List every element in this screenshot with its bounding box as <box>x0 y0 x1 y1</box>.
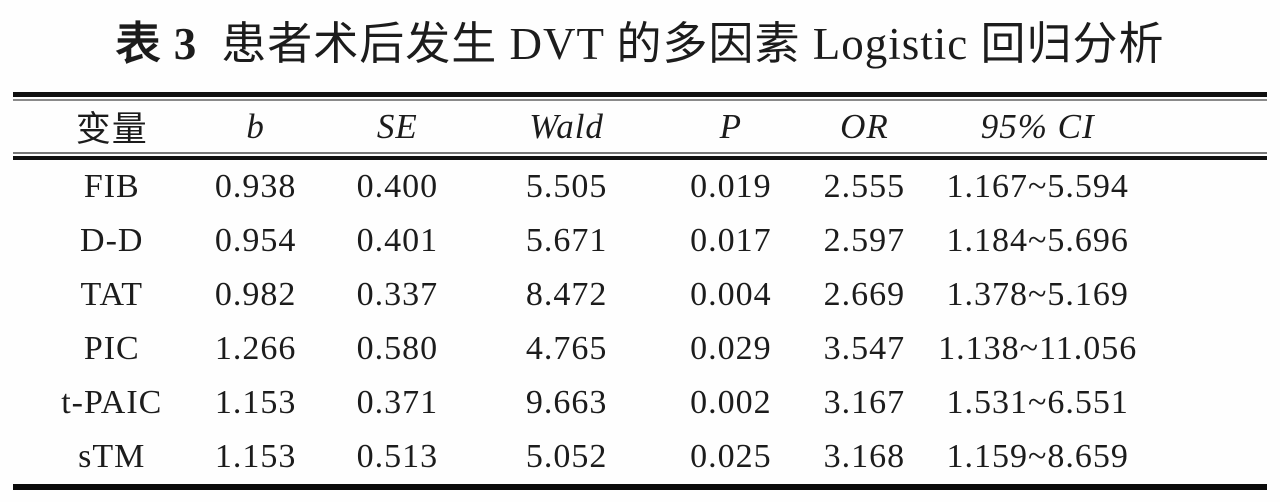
table-row: TAT 0.982 0.337 8.472 0.004 2.669 1.378~… <box>13 268 1267 322</box>
cell-b: 0.982 <box>214 276 297 313</box>
table-data: FIB 0.938 0.400 5.505 0.019 2.555 1.167~… <box>13 160 1267 484</box>
cell-variable: FIB <box>83 168 140 205</box>
cell-b: 1.153 <box>214 438 297 475</box>
cell-wald: 8.472 <box>525 276 608 313</box>
regression-table: 变量 b SE Wald P OR 95% CI FIB <box>13 92 1267 490</box>
table-title: 表 3 患者术后发生 DVT 的多因素 Logistic 回归分析 <box>0 0 1280 76</box>
separator-thick-line <box>13 156 1267 160</box>
cell-ci: 1.531~6.551 <box>946 384 1129 421</box>
cell-or: 3.547 <box>823 330 906 367</box>
column-header-wald: Wald <box>529 106 604 146</box>
cell-p: 0.029 <box>690 330 772 367</box>
separator-thin-line <box>13 152 1267 154</box>
column-header-ci: 95% CI <box>980 106 1095 146</box>
cell-b: 0.938 <box>214 168 297 205</box>
table-bottom-rule <box>13 484 1267 490</box>
column-header-se: SE <box>376 106 418 146</box>
table-row: PIC 1.266 0.580 4.765 0.029 3.547 1.138~… <box>13 322 1267 376</box>
cell-or: 3.167 <box>823 384 906 421</box>
cell-ci: 1.159~8.659 <box>946 438 1129 475</box>
cell-or: 2.555 <box>823 168 906 205</box>
table-caption: 患者术后发生 DVT 的多因素 Logistic 回归分析 <box>221 19 1165 69</box>
cell-p: 0.025 <box>690 438 772 475</box>
cell-or: 3.168 <box>823 438 906 475</box>
cell-variable: t-PAIC <box>61 384 163 421</box>
cell-wald: 5.052 <box>525 438 608 475</box>
cell-ci: 1.378~5.169 <box>946 276 1129 313</box>
cell-wald: 5.671 <box>525 222 608 259</box>
table-row: FIB 0.938 0.400 5.505 0.019 2.555 1.167~… <box>13 160 1267 214</box>
cell-se: 0.513 <box>356 438 439 475</box>
column-header-p: P <box>719 106 743 146</box>
column-header-variable: 变量 <box>75 110 148 149</box>
column-header-or: OR <box>840 106 889 146</box>
cell-variable: PIC <box>83 330 140 367</box>
cell-p: 0.004 <box>690 276 772 313</box>
header-separator-rule <box>13 152 1267 160</box>
cell-b: 1.266 <box>214 330 297 367</box>
table-row: sTM 1.153 0.513 5.052 0.025 3.168 1.159~… <box>13 430 1267 484</box>
cell-wald: 5.505 <box>525 168 608 205</box>
table-row: t-PAIC 1.153 0.371 9.663 0.002 3.167 1.5… <box>13 376 1267 430</box>
cell-ci: 1.167~5.594 <box>946 168 1129 205</box>
header-row: 变量 b SE Wald P OR 95% CI <box>13 101 1267 152</box>
table-top-rule <box>13 92 1267 101</box>
cell-b: 1.153 <box>214 384 297 421</box>
cell-se: 0.401 <box>356 222 439 259</box>
cell-se: 0.337 <box>356 276 439 313</box>
cell-variable: D-D <box>80 222 144 259</box>
table-row: D-D 0.954 0.401 5.671 0.017 2.597 1.184~… <box>13 214 1267 268</box>
cell-p: 0.017 <box>690 222 772 259</box>
bottom-rule-line <box>13 484 1267 490</box>
cell-se: 0.371 <box>356 384 439 421</box>
cell-or: 2.597 <box>823 222 906 259</box>
cell-b: 0.954 <box>214 222 297 259</box>
cell-wald: 9.663 <box>525 384 608 421</box>
table-index-label: 表 3 <box>115 19 198 69</box>
table-header: 变量 b SE Wald P OR 95% CI <box>13 101 1267 152</box>
top-rule-thick-line <box>13 92 1267 97</box>
column-header-b: b <box>246 106 265 146</box>
cell-p: 0.002 <box>690 384 772 421</box>
cell-se: 0.400 <box>356 168 439 205</box>
cell-ci: 1.138~11.056 <box>938 330 1138 367</box>
table-body: FIB 0.938 0.400 5.505 0.019 2.555 1.167~… <box>13 160 1267 484</box>
cell-ci: 1.184~5.696 <box>946 222 1129 259</box>
cell-wald: 4.765 <box>525 330 608 367</box>
cell-variable: TAT <box>80 276 144 313</box>
cell-variable: sTM <box>78 438 146 475</box>
top-rule-thin-line <box>13 99 1267 101</box>
cell-or: 2.669 <box>823 276 906 313</box>
cell-p: 0.019 <box>690 168 772 205</box>
cell-se: 0.580 <box>356 330 439 367</box>
